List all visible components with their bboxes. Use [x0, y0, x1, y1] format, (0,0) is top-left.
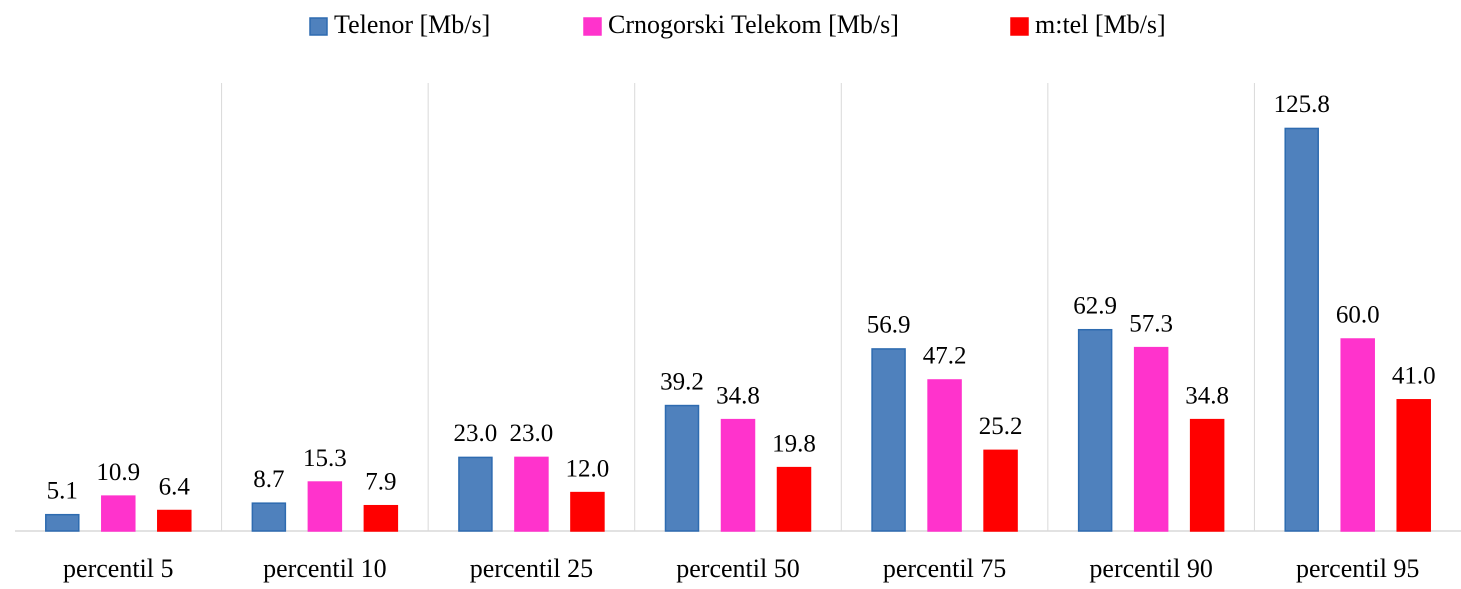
bar [1396, 399, 1431, 532]
data-label: 125.8 [1274, 91, 1330, 118]
data-label: 47.2 [923, 343, 967, 370]
data-label: 39.2 [660, 368, 704, 395]
legend-swatch [583, 17, 602, 36]
data-label: 41.0 [1392, 363, 1436, 390]
x-tick-label: percentil 50 [676, 554, 799, 583]
bar [157, 509, 192, 532]
data-label: 19.8 [772, 430, 816, 457]
bar [1340, 338, 1375, 532]
data-label: 34.8 [1185, 382, 1229, 409]
data-label: 10.9 [96, 459, 140, 486]
legend-label: m:tel [Mb/s] [1035, 10, 1166, 39]
x-tick-label: percentil 75 [883, 554, 1006, 583]
bar [1189, 418, 1225, 532]
data-label: 60.0 [1336, 302, 1380, 329]
bar [101, 495, 136, 532]
bar [570, 491, 605, 532]
bar [1077, 328, 1113, 532]
bar [458, 456, 493, 532]
bar [1284, 127, 1319, 532]
bar [1133, 346, 1169, 532]
data-label: 23.0 [510, 420, 554, 447]
data-label: 12.0 [566, 455, 610, 482]
data-label: 5.1 [47, 477, 78, 504]
data-label: 6.4 [159, 473, 191, 500]
data-label: 8.7 [253, 466, 284, 493]
bar [307, 481, 343, 532]
data-label: 56.9 [867, 312, 911, 339]
data-label: 15.3 [303, 445, 347, 472]
data-label: 34.8 [716, 382, 760, 409]
x-tick-label: percentil 5 [63, 554, 173, 583]
bar [514, 456, 549, 532]
legend-label: Crnogorski Telekom [Mb/s] [608, 10, 899, 39]
bar [720, 418, 756, 532]
legend-label: Telenor [Mb/s] [334, 10, 490, 39]
x-tick-label: percentil 25 [470, 554, 593, 583]
x-tick-label: percentil 95 [1296, 554, 1419, 583]
x-tick-label: percentil 10 [263, 554, 386, 583]
legend-swatch [1010, 17, 1029, 36]
x-tick-label: percentil 90 [1089, 554, 1212, 583]
bar [871, 348, 906, 532]
data-label: 57.3 [1129, 310, 1173, 337]
data-label: 23.0 [454, 420, 498, 447]
data-label: 7.9 [365, 468, 396, 495]
data-label: 25.2 [979, 413, 1023, 440]
bar [363, 504, 399, 532]
bar [983, 449, 1018, 532]
bar [251, 502, 287, 532]
bar [776, 466, 812, 532]
bar [664, 404, 700, 532]
data-label: 62.9 [1073, 292, 1117, 319]
bar [927, 379, 962, 532]
legend-swatch [309, 17, 328, 36]
bar [45, 513, 80, 532]
